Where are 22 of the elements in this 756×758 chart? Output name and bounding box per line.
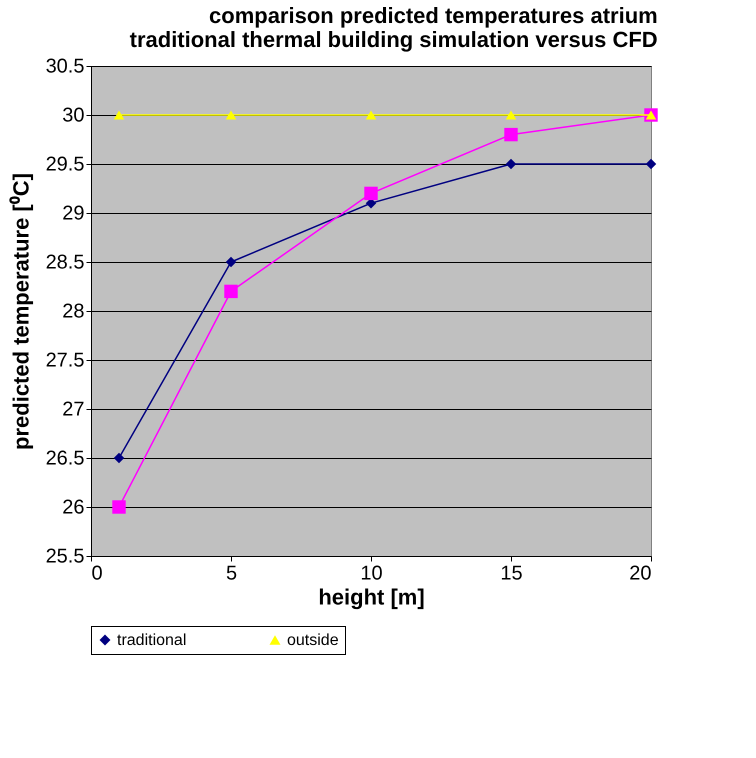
y-axis-title: predicted temperature [⁰C]: [8, 173, 34, 450]
y-tick-label: 29.5: [46, 154, 84, 176]
text: comparison predicted temperatures atrium: [209, 3, 658, 28]
y-tick-label: 25.5: [46, 546, 84, 568]
x-axis-title: height [m]: [318, 584, 425, 610]
y-tick-label: 26: [62, 496, 84, 518]
legend-label: traditional: [117, 632, 186, 649]
x-tick-label: 5: [226, 562, 238, 584]
y-tick-label: 28: [62, 300, 84, 322]
y-tick-label: 30: [62, 104, 84, 126]
text: traditional thermal building simulation versus CFD: [130, 27, 658, 52]
y-tick-label: 27.5: [46, 350, 84, 372]
y-tick-label: 26.5: [46, 448, 84, 470]
x-tick-label: 10: [360, 562, 383, 584]
x-tick-label: 0: [92, 562, 103, 584]
y-tick-label: 30.5: [46, 56, 84, 78]
y-tick-label: 27: [62, 398, 84, 420]
legend-label: outside: [287, 632, 339, 649]
y-tick-label: 29: [62, 202, 84, 224]
x-tick-label: 15: [500, 562, 523, 584]
x-tick-label: 20: [629, 562, 652, 584]
y-tick-label: 28.5: [46, 252, 84, 274]
